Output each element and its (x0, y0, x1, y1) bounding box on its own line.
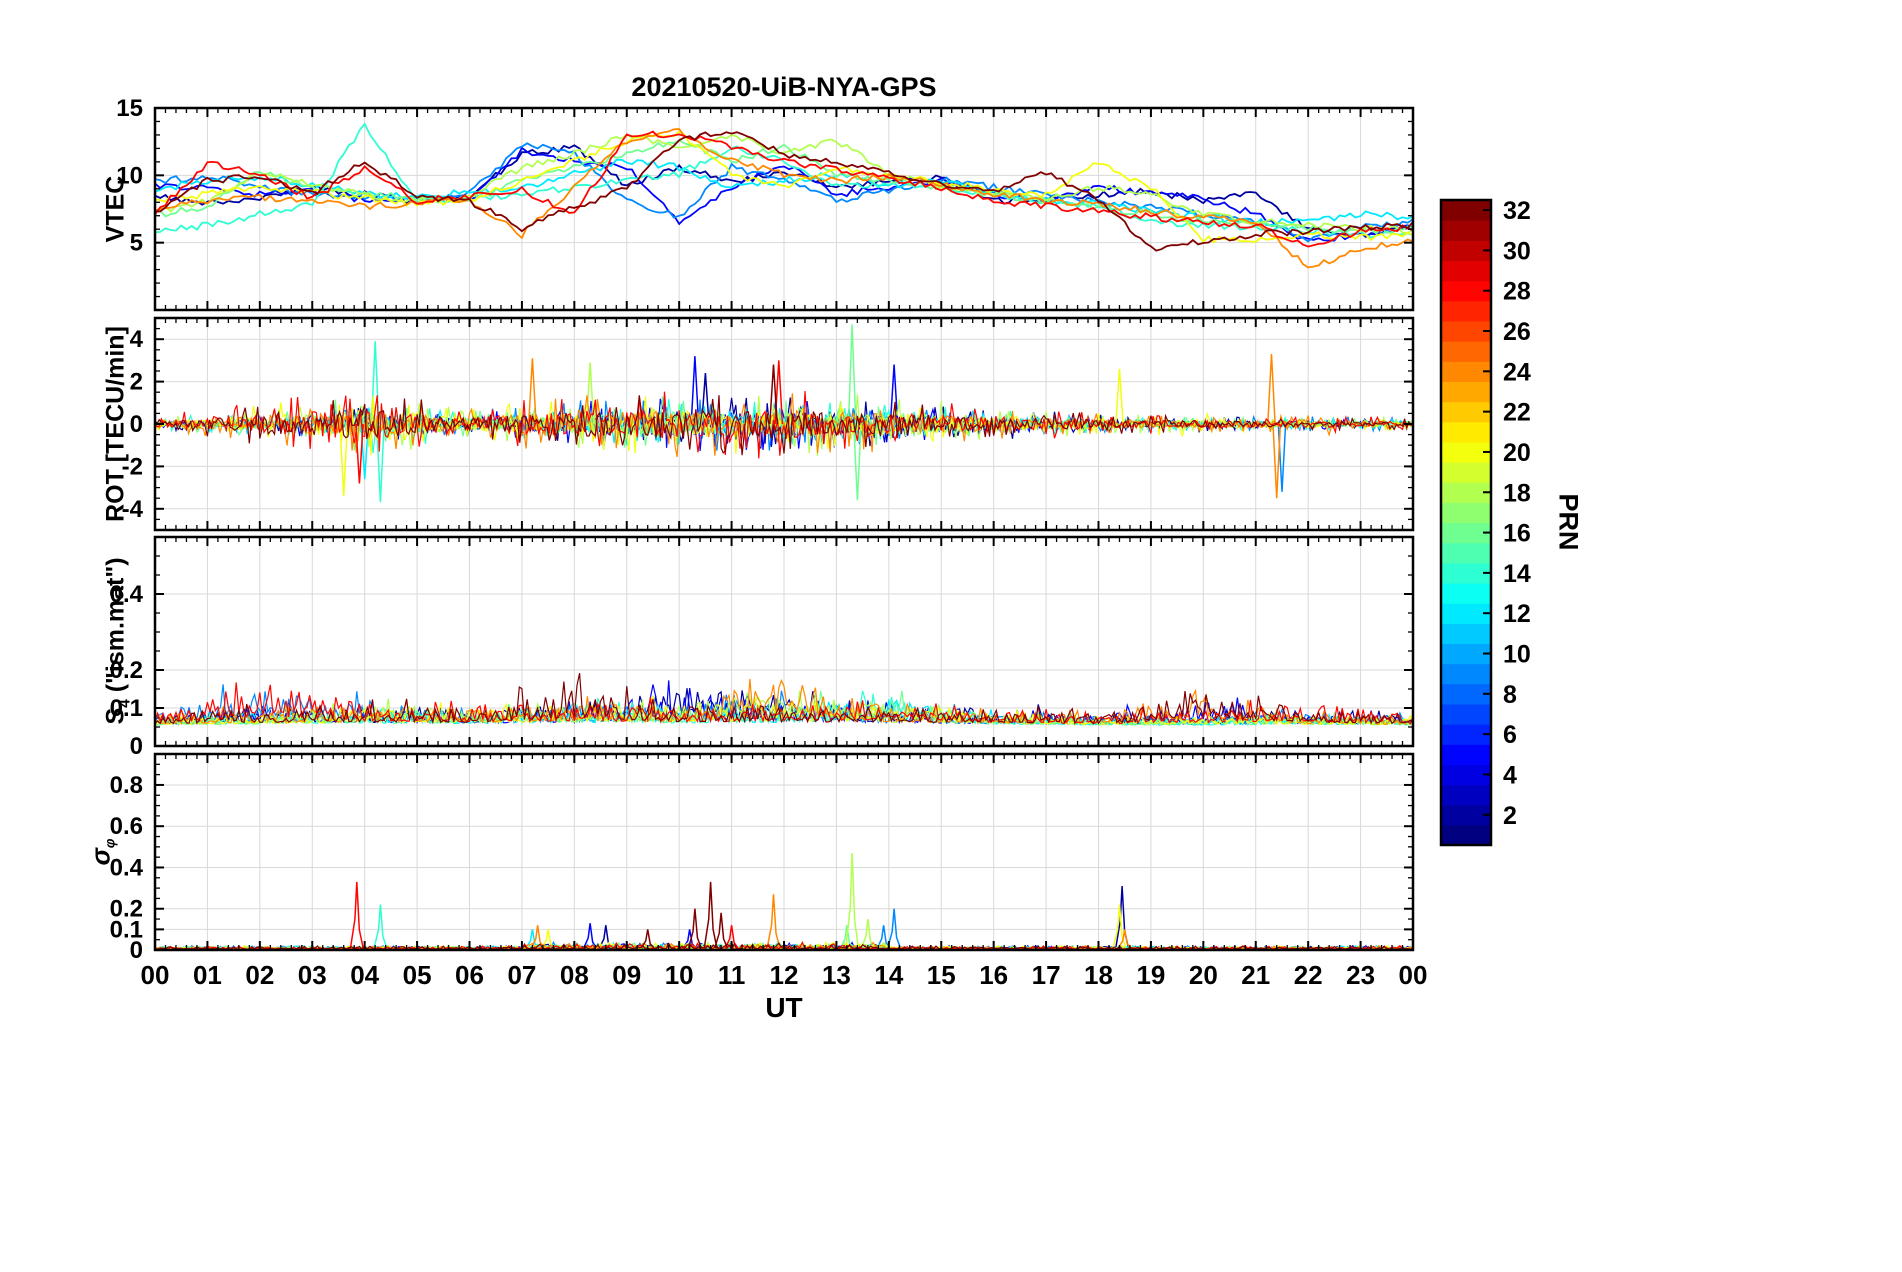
y-tick-label: 0.1 (110, 695, 143, 722)
colorbar-tick-label: 18 (1503, 479, 1531, 507)
y-tick-label: 0 (130, 411, 143, 438)
rot-panel: -4 -2 0 2 4 (122, 316, 1415, 532)
x-tick-label: 06 (455, 960, 484, 990)
colorbar-tick-label: 8 (1503, 681, 1517, 709)
y-tick-label: 0.4 (110, 854, 144, 881)
colorbar-tick-label: 4 (1503, 761, 1517, 789)
colorbar-tick-label: 14 (1503, 560, 1531, 588)
x-tick-label: 13 (822, 960, 851, 990)
y-tick-label: 0.8 (110, 772, 143, 799)
x-tick-label: 18 (1084, 960, 1113, 990)
s4-series (155, 673, 1413, 727)
x-tick-label: 15 (927, 960, 956, 990)
colorbar-tick-label: 26 (1503, 318, 1531, 346)
sigma-phi-panel: 00.10.2 0.4 0.6 0.8 (110, 752, 1415, 964)
x-tick-label: 08 (560, 960, 589, 990)
s4-label-subscript: 4 (116, 699, 134, 708)
s4-ticks (154, 536, 1414, 747)
x-tick-label: 19 (1136, 960, 1165, 990)
colorbar-tick-label: 20 (1503, 439, 1531, 467)
rot-series (155, 324, 1413, 503)
colorbar-label: PRN (1553, 493, 1584, 551)
y-tick-label: 4 (130, 326, 144, 353)
y-axis-label-sigma-phi: σφ (85, 838, 118, 866)
x-tick-label: 00 (141, 960, 170, 990)
y-tick-label: 10 (116, 162, 143, 189)
y-tick-label: 0.2 (110, 896, 143, 923)
vtec-panel: 5 10 15 (116, 95, 1415, 312)
y-tick-label: 0 (130, 733, 143, 760)
x-tick-label: 17 (1032, 960, 1061, 990)
sigma-label-main: σ (85, 848, 116, 866)
x-axis-tick-labels: 00 01 02 03 04 05 06 07 08 09 10 11 12 13 14 15 16 17 18 19… (141, 960, 1428, 990)
y-tick-label: -2 (122, 453, 143, 480)
colorbar-tick-label: 32 (1503, 197, 1531, 225)
colorbar-tick-label: 6 (1503, 721, 1517, 749)
y-tick-label: 5 (130, 230, 143, 257)
x-tick-label: 02 (245, 960, 274, 990)
y-axis-label-rot: ROT [TECU/min] (101, 326, 130, 522)
sigma-label-subscript: φ (102, 838, 118, 849)
x-tick-label: 01 (193, 960, 222, 990)
s4-panel: 0 0.1 0.2 0.4 (110, 535, 1415, 760)
x-tick-label: 07 (507, 960, 536, 990)
x-tick-label: 00 (1399, 960, 1428, 990)
vtec-ticks (154, 107, 1414, 311)
x-tick-label: 05 (403, 960, 432, 990)
x-tick-label: 11 (718, 960, 746, 990)
colorbar-tick-label: 12 (1503, 600, 1531, 628)
y-axis-label-vtec: VTEC (101, 175, 130, 243)
s4-label-main: S (101, 707, 130, 725)
x-tick-label: 14 (874, 960, 903, 990)
colorbar-tick-label: 2 (1503, 802, 1517, 830)
x-tick-label: 09 (612, 960, 641, 990)
colorbar-tick-label: 30 (1503, 237, 1531, 265)
colorbar-tick-label: 10 (1503, 641, 1531, 669)
rot-ticks (154, 317, 1414, 531)
x-tick-label: 22 (1294, 960, 1323, 990)
x-tick-label: 04 (350, 960, 379, 990)
y-tick-label: 2 (130, 369, 143, 396)
x-tick-label: 12 (770, 960, 799, 990)
vtec-series (155, 122, 1413, 269)
colorbar-tick-label: 28 (1503, 278, 1531, 306)
colorbar-tick-label: 24 (1503, 358, 1531, 386)
s4-label-rest: ("ism.mat") (101, 557, 130, 700)
y-tick-label: -4 (122, 496, 144, 523)
x-tick-label: 23 (1346, 960, 1375, 990)
colorbar-tick-label: 16 (1503, 520, 1531, 548)
x-tick-label: 03 (298, 960, 327, 990)
x-axis-label: UT (765, 992, 803, 1023)
y-tick-label: 0.6 (110, 813, 143, 840)
y-tick-label: 15 (116, 95, 143, 122)
x-tick-label: 16 (979, 960, 1008, 990)
colorbar-tick-label: 22 (1503, 399, 1531, 427)
y-tick-label: 0.1 (110, 916, 143, 943)
chart-title: 20210520-UiB-NYA-GPS (631, 72, 937, 102)
y-axis-label-s4: S4 ("ism.mat") (101, 557, 134, 725)
x-tick-label: 21 (1241, 960, 1270, 990)
y-tick-label: 0.4 (110, 581, 144, 608)
y-tick-label: 0.2 (110, 657, 143, 684)
sigma-phi-ticks (154, 753, 1414, 951)
x-tick-label: 20 (1189, 960, 1218, 990)
x-tick-label: 10 (665, 960, 694, 990)
y-tick-label: 0 (130, 937, 143, 964)
